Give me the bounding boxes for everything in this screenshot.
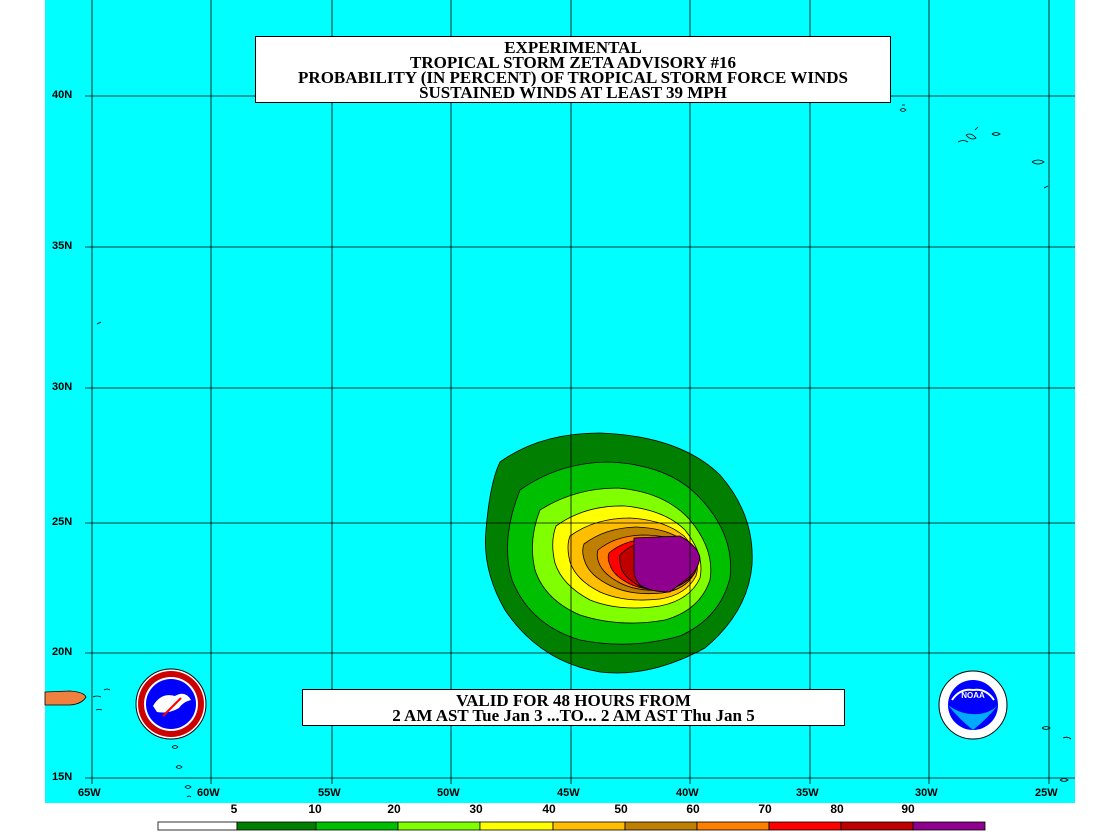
legend-tick-60: 60 — [686, 802, 700, 816]
noaa-logo-text: NOAA — [961, 691, 985, 700]
land-features — [44, 104, 1072, 798]
legend-tick-5: 5 — [230, 802, 238, 816]
title-box: EXPERIMENTAL TROPICAL STORM ZETA ADVISOR… — [255, 36, 891, 103]
puerto-rico-land — [44, 690, 87, 706]
lon-label-25w: 25W — [1035, 787, 1058, 799]
lat-label-35n: 35N — [52, 240, 73, 252]
noaa-logo: NOAA — [938, 670, 1008, 740]
contour-90 — [633, 535, 701, 593]
legend-tick-70: 70 — [758, 802, 772, 816]
probability-contours — [485, 432, 753, 674]
lat-label-30n: 30N — [52, 381, 73, 393]
lon-label-45w: 45W — [557, 787, 580, 799]
valid-period-box: VALID FOR 48 HOURS FROM 2 AM AST Tue Jan… — [302, 689, 845, 726]
lat-label-20n: 20N — [52, 646, 73, 658]
ocean-area — [45, 0, 1075, 803]
valid-line-1: VALID FOR 48 HOURS FROM — [456, 691, 691, 710]
legend-tick-30: 30 — [469, 802, 483, 816]
legend-tick-20: 20 — [387, 802, 401, 816]
title-line-4: SUSTAINED WINDS AT LEAST 39 MPH — [419, 83, 727, 102]
lat-label-40n: 40N — [52, 89, 73, 101]
valid-line-2: 2 AM AST Tue Jan 3 ...TO... 2 AM AST Thu… — [392, 706, 755, 725]
lon-label-35w: 35W — [796, 787, 819, 799]
lon-label-30w: 30W — [915, 787, 938, 799]
legend-tick-90: 90 — [901, 802, 915, 816]
lon-label-65w: 65W — [78, 787, 101, 799]
title-line-3: PROBABILITY (IN PERCENT) OF TROPICAL STO… — [298, 68, 848, 87]
legend-tick-80: 80 — [830, 802, 844, 816]
legend-tick-40: 40 — [542, 802, 556, 816]
lon-label-40w: 40W — [676, 787, 699, 799]
legend-tick-10: 10 — [308, 802, 322, 816]
lat-label-15n: 15N — [52, 771, 73, 783]
lat-label-25n: 25N — [52, 516, 73, 528]
legend-bar — [157, 821, 986, 831]
lon-label-60w: 60W — [197, 787, 220, 799]
nws-logo — [135, 668, 207, 740]
title-line-1: EXPERIMENTAL — [504, 38, 642, 57]
lon-label-55w: 55W — [318, 787, 341, 799]
title-line-2: TROPICAL STORM ZETA ADVISORY #16 — [410, 53, 736, 72]
legend-tick-50: 50 — [614, 802, 628, 816]
lon-label-50w: 50W — [437, 787, 460, 799]
